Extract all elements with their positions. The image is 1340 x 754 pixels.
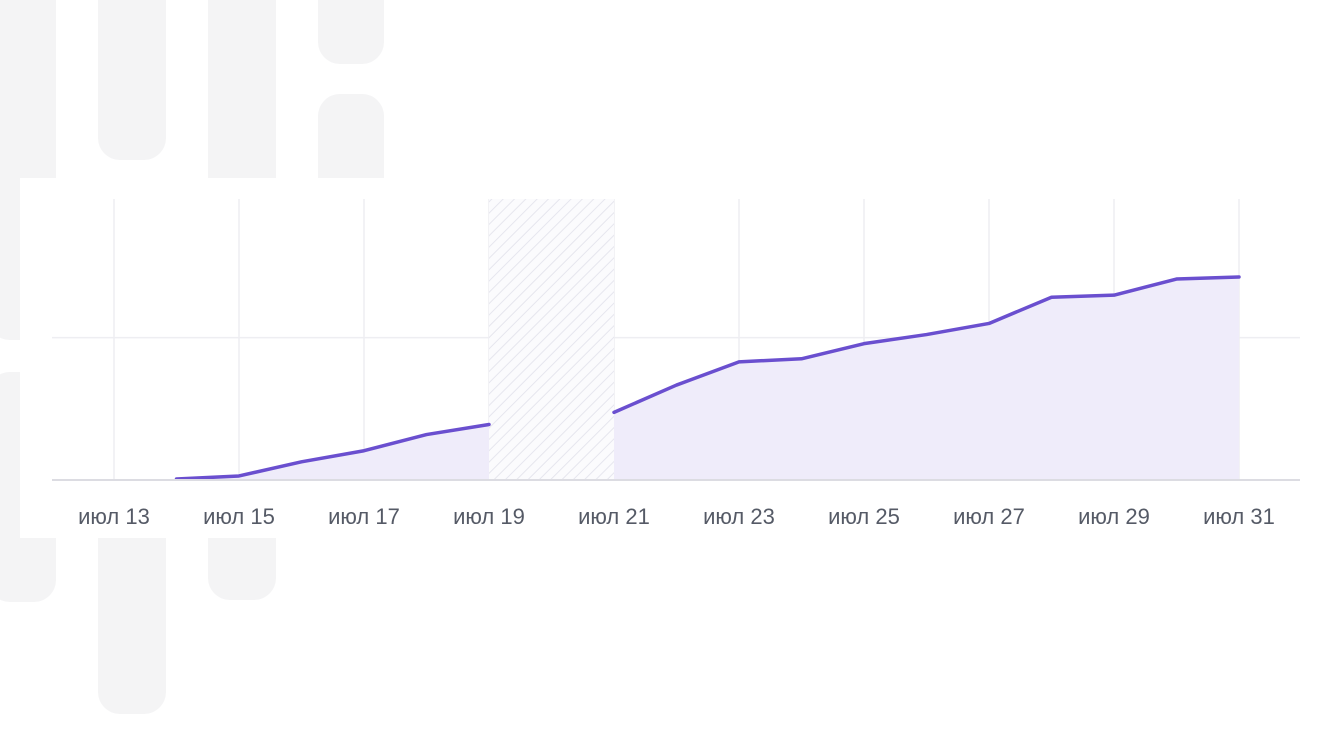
- x-tick-label: июл 13: [78, 504, 150, 529]
- highlighted-range: [489, 199, 614, 479]
- series-area: [176, 424, 489, 479]
- x-tick-label: июл 21: [578, 504, 650, 529]
- bg-pill: [318, 0, 384, 64]
- series-line: [612, 275, 1241, 415]
- x-tick-label: июл 23: [703, 504, 775, 529]
- series-area: [614, 277, 1239, 479]
- bg-pill: [98, 0, 166, 160]
- series-line: [174, 422, 491, 481]
- x-tick-label: июл 25: [828, 504, 900, 529]
- x-tick-label: июл 17: [328, 504, 400, 529]
- x-tick-label: июл 19: [453, 504, 525, 529]
- x-tick-label: июл 29: [1078, 504, 1150, 529]
- x-tick-label: июл 31: [1203, 504, 1275, 529]
- x-tick-label: июл 15: [203, 504, 275, 529]
- x-tick-label: июл 27: [953, 504, 1025, 529]
